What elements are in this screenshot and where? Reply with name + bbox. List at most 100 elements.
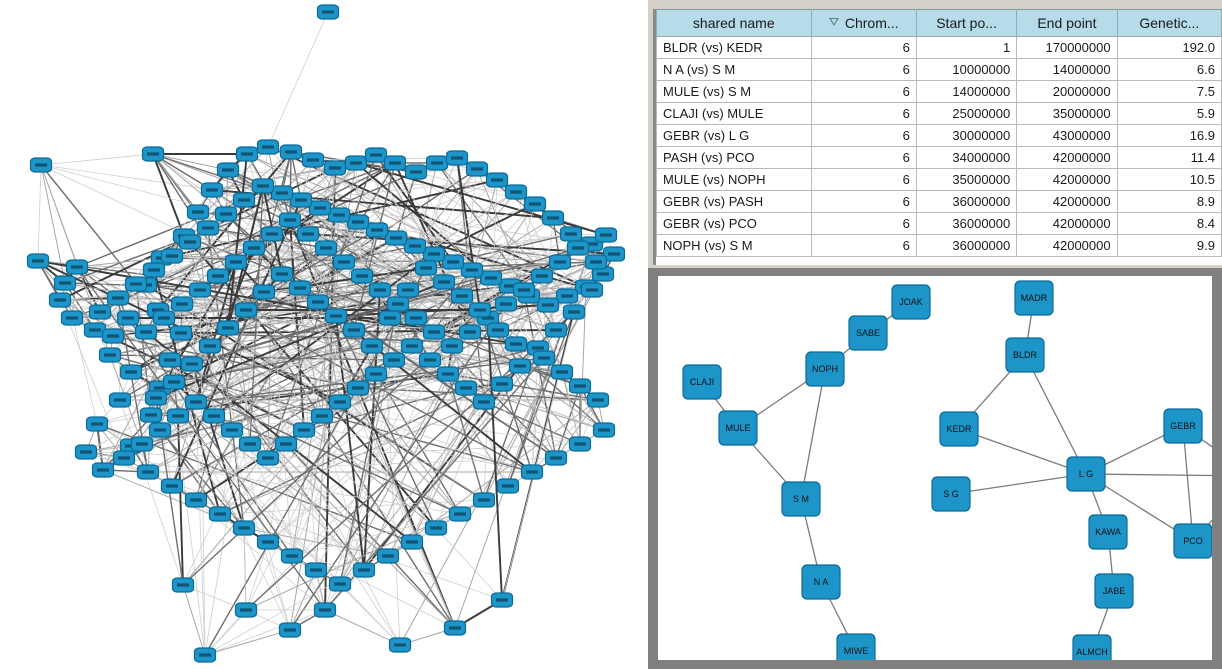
table-row[interactable]: MULE (vs) S M 6 14000000 20000000 7.5 bbox=[656, 80, 1222, 103]
cell-shared_name[interactable]: CLAJI (vs) MULE bbox=[656, 102, 812, 125]
cell-chromosome[interactable]: 6 bbox=[810, 124, 917, 147]
main-network-edge[interactable] bbox=[447, 373, 599, 401]
main-network-edge[interactable] bbox=[324, 609, 401, 646]
main-network-edge[interactable] bbox=[447, 373, 485, 501]
main-network-edge[interactable] bbox=[112, 335, 359, 389]
cell-shared_name[interactable]: N A (vs) S M bbox=[656, 58, 812, 81]
sub-network-edge[interactable] bbox=[1024, 354, 1087, 475]
sub-network-panel[interactable]: JOAK SABE NOPH CLAJI MULE S M N A MIWE MADR BLDR K… bbox=[648, 268, 1222, 669]
sub-network-node-claji[interactable]: CLAJI bbox=[682, 364, 722, 400]
cell-start_point[interactable]: 25000000 bbox=[915, 102, 1018, 125]
cell-end_point[interactable]: 35000000 bbox=[1016, 102, 1118, 125]
main-network-edge[interactable] bbox=[152, 153, 185, 237]
sub-network-node-noph[interactable]: NOPH bbox=[805, 351, 845, 387]
main-network-edge[interactable] bbox=[64, 282, 98, 425]
sub-network-node-mule[interactable]: MULE bbox=[718, 410, 758, 446]
cell-genetic[interactable]: 16.9 bbox=[1116, 124, 1222, 147]
table-row[interactable]: GEBR (vs) L G 6 30000000 43000000 16.9 bbox=[656, 124, 1222, 147]
main-network-edge[interactable] bbox=[147, 457, 557, 473]
cell-shared_name[interactable]: NOPH (vs) S M bbox=[656, 234, 812, 257]
main-network-edge[interactable] bbox=[85, 451, 461, 515]
cell-genetic[interactable]: 10.5 bbox=[1116, 168, 1222, 191]
sub-network-edge[interactable] bbox=[1182, 425, 1194, 542]
main-network-edge[interactable] bbox=[262, 185, 456, 629]
main-network-edge[interactable] bbox=[204, 629, 291, 656]
main-network-edge[interactable] bbox=[523, 289, 557, 459]
main-network-edge[interactable] bbox=[130, 445, 326, 611]
table-row[interactable]: BLDR (vs) KEDR 6 1 170000000 192.0 bbox=[656, 36, 1222, 59]
main-network-edge[interactable] bbox=[245, 499, 485, 611]
main-network-edge[interactable] bbox=[119, 399, 184, 586]
sub-network-edge[interactable] bbox=[950, 473, 1087, 495]
main-network-edge[interactable] bbox=[267, 11, 329, 148]
main-network-edge[interactable] bbox=[182, 584, 206, 656]
table-row[interactable]: PASH (vs) PCO 6 34000000 42000000 11.4 bbox=[656, 146, 1222, 169]
main-network-edge[interactable] bbox=[243, 527, 247, 611]
edge-table[interactable]: shared name Chrom... Start po... End poi… bbox=[656, 9, 1222, 257]
cell-shared_name[interactable]: PASH (vs) PCO bbox=[656, 146, 812, 169]
column-header-start-point[interactable]: Start po... bbox=[915, 9, 1018, 37]
main-network-edge[interactable] bbox=[177, 415, 401, 646]
main-network-edge[interactable] bbox=[227, 169, 517, 193]
main-network-edge[interactable] bbox=[177, 345, 211, 417]
main-network-edge[interactable] bbox=[183, 235, 461, 515]
main-network-edge[interactable] bbox=[159, 381, 175, 431]
main-network-edge[interactable] bbox=[289, 151, 292, 221]
main-network-edge[interactable] bbox=[339, 309, 481, 585]
main-network-edge[interactable] bbox=[267, 146, 543, 277]
sub-network-node-sm[interactable]: S M bbox=[781, 481, 821, 517]
cell-start_point[interactable]: 30000000 bbox=[915, 124, 1018, 147]
cell-shared_name[interactable]: MULE (vs) S M bbox=[656, 80, 812, 103]
main-network-edge[interactable] bbox=[150, 347, 539, 416]
main-network-edge[interactable] bbox=[40, 164, 525, 291]
sub-network-node-madr[interactable]: MADR bbox=[1014, 280, 1054, 316]
sub-network-edge[interactable] bbox=[1085, 473, 1212, 477]
main-network-edge[interactable] bbox=[317, 214, 340, 303]
main-network-edge[interactable] bbox=[291, 162, 357, 557]
main-network-edge[interactable] bbox=[204, 609, 247, 656]
main-network-edge[interactable] bbox=[177, 415, 184, 586]
main-network-edge[interactable] bbox=[112, 335, 521, 367]
main-network-edge[interactable] bbox=[211, 189, 554, 219]
cell-end_point[interactable]: 42000000 bbox=[1016, 146, 1118, 169]
sub-network-canvas[interactable]: JOAK SABE NOPH CLAJI MULE S M N A MIWE MADR BLDR K… bbox=[658, 276, 1212, 660]
main-network-edge[interactable] bbox=[40, 164, 301, 289]
cell-genetic[interactable]: 11.4 bbox=[1116, 146, 1222, 169]
main-network-edge[interactable] bbox=[339, 303, 399, 585]
main-network-edge[interactable] bbox=[37, 164, 42, 262]
main-network-edge[interactable] bbox=[291, 229, 378, 557]
sub-network-node-pco[interactable]: PCO bbox=[1173, 523, 1212, 559]
main-network-edge[interactable] bbox=[315, 555, 389, 571]
edge-table-scroll-area[interactable]: shared name Chrom... Start po... End poi… bbox=[653, 9, 1222, 265]
cell-chromosome[interactable]: 6 bbox=[810, 212, 917, 235]
main-network-edge[interactable] bbox=[135, 283, 605, 431]
main-network-edge[interactable] bbox=[245, 317, 391, 611]
main-network-edge[interactable] bbox=[96, 423, 104, 471]
cell-shared_name[interactable]: GEBR (vs) L G bbox=[656, 124, 812, 147]
main-network-edge[interactable] bbox=[353, 162, 396, 331]
sub-network-node-na[interactable]: N A bbox=[801, 564, 841, 600]
sub-network-edge[interactable] bbox=[958, 428, 1087, 475]
main-network-edge[interactable] bbox=[465, 331, 471, 389]
cell-end_point[interactable]: 14000000 bbox=[1016, 58, 1118, 81]
table-row[interactable]: NOPH (vs) S M 6 36000000 42000000 9.9 bbox=[656, 234, 1222, 257]
cell-genetic[interactable]: 5.9 bbox=[1116, 102, 1222, 125]
main-network-edge[interactable] bbox=[271, 233, 413, 347]
main-network-edge[interactable] bbox=[219, 309, 481, 515]
cell-start_point[interactable]: 1 bbox=[915, 36, 1018, 59]
cell-genetic[interactable]: 6.6 bbox=[1116, 58, 1222, 81]
main-network-edge[interactable] bbox=[40, 153, 154, 166]
sub-network-node-kawa[interactable]: KAWA bbox=[1088, 514, 1128, 550]
main-network-edge[interactable] bbox=[289, 167, 336, 221]
main-network-edge[interactable] bbox=[387, 399, 599, 557]
main-network-edge[interactable] bbox=[195, 401, 533, 473]
cell-genetic[interactable]: 8.4 bbox=[1116, 212, 1222, 235]
cell-start_point[interactable]: 36000000 bbox=[915, 212, 1018, 235]
main-network-edge[interactable] bbox=[189, 241, 206, 656]
column-header-chromosome[interactable]: Chrom... bbox=[810, 9, 917, 37]
cell-shared_name[interactable]: GEBR (vs) PASH bbox=[656, 190, 812, 213]
sub-network-node-bldr[interactable]: BLDR bbox=[1005, 337, 1045, 373]
cell-chromosome[interactable]: 6 bbox=[810, 234, 917, 257]
main-network-edge[interactable] bbox=[152, 153, 229, 171]
cell-start_point[interactable]: 36000000 bbox=[915, 234, 1018, 257]
